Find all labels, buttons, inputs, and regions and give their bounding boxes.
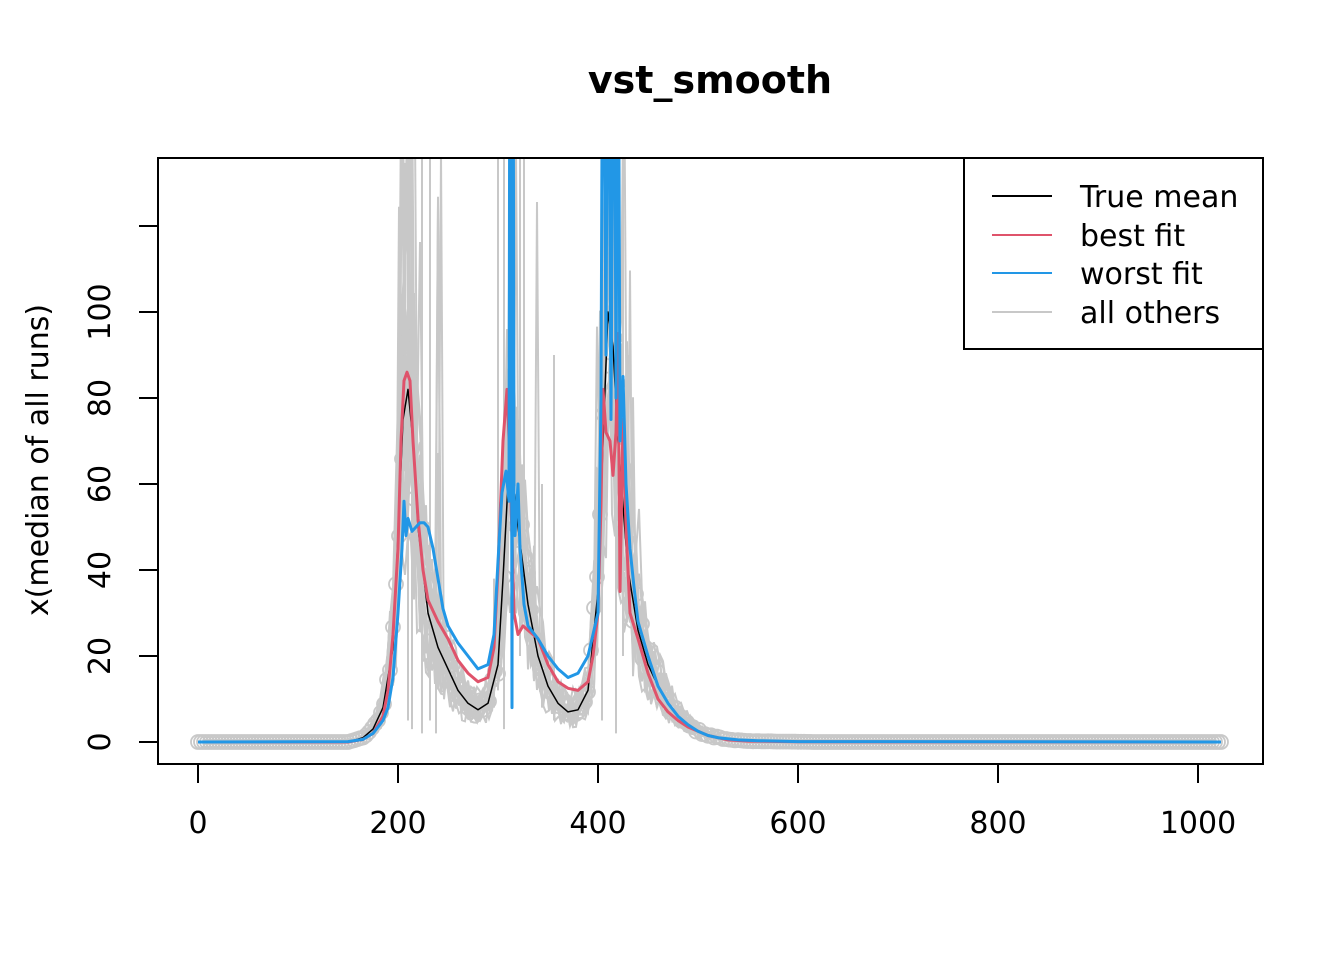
- other-run-point: [481, 693, 497, 710]
- legend-label-best-fit: best fit: [1080, 219, 1185, 254]
- series-line-other-run: [198, 158, 1221, 743]
- x-tick-label: 600: [769, 806, 826, 841]
- series-line-other-run: [198, 158, 1221, 743]
- x-tick-label: 0: [188, 806, 207, 841]
- other-run-point: [400, 338, 416, 355]
- y-axis-label: x(median of all runs): [21, 304, 56, 616]
- series-line-other-run: [198, 295, 1221, 743]
- series-line-other-run: [198, 158, 1221, 743]
- other-run-point: [475, 701, 491, 718]
- other-run-point: [529, 631, 545, 648]
- other-run-point: [544, 684, 560, 700]
- series-line-best-fit: [198, 332, 1222, 744]
- legend-box: [963, 157, 1264, 350]
- fit-series-group: [197, 158, 1222, 744]
- x-tick-label: 200: [369, 806, 426, 841]
- x-tick-label: 800: [969, 806, 1026, 841]
- legend: True mean best fit worst fit all others: [963, 157, 1264, 350]
- series-line-other-run: [198, 158, 1221, 743]
- y-tick-label: 40: [83, 551, 118, 589]
- all-others-series: [190, 158, 1229, 750]
- other-run-point: [586, 600, 602, 616]
- legend-label-all-others: all others: [1080, 296, 1220, 331]
- series-line-true-mean: [198, 311, 1221, 743]
- y-tick-label: 60: [83, 465, 118, 503]
- series-line-other-run: [198, 301, 1221, 743]
- other-run-point: [403, 458, 419, 475]
- x-tick-label: 1000: [1160, 806, 1236, 841]
- y-axis: 0 20 40 60 80 100: [83, 225, 159, 752]
- chart-title: vst_smooth: [588, 58, 832, 102]
- other-run-point: [517, 548, 533, 565]
- series-line-other-run: [198, 158, 1221, 743]
- other-run-point: [406, 490, 422, 507]
- other-run-point: [559, 704, 575, 721]
- other-run-point: [430, 637, 446, 654]
- x-axis: 0 200 400 600 800 1000: [188, 763, 1236, 841]
- legend-label-true-mean: True mean: [1079, 180, 1238, 215]
- x-tick-label: 400: [569, 806, 626, 841]
- series-line-other-run: [198, 320, 1221, 743]
- other-run-point: [472, 692, 488, 709]
- other-run-point: [649, 663, 665, 680]
- other-run-point: [547, 680, 563, 697]
- series-line-worst-fit: [197, 158, 1222, 744]
- other-run-point: [397, 445, 413, 462]
- series-line-other-run: [198, 158, 1221, 743]
- legend-label-worst-fit: worst fit: [1080, 257, 1203, 292]
- y-tick-label: 80: [83, 379, 118, 417]
- y-tick-label: 20: [83, 637, 118, 675]
- series-line-other-run: [198, 334, 1221, 743]
- y-tick-label: 0: [83, 732, 118, 751]
- y-tick-label: 100: [83, 283, 118, 340]
